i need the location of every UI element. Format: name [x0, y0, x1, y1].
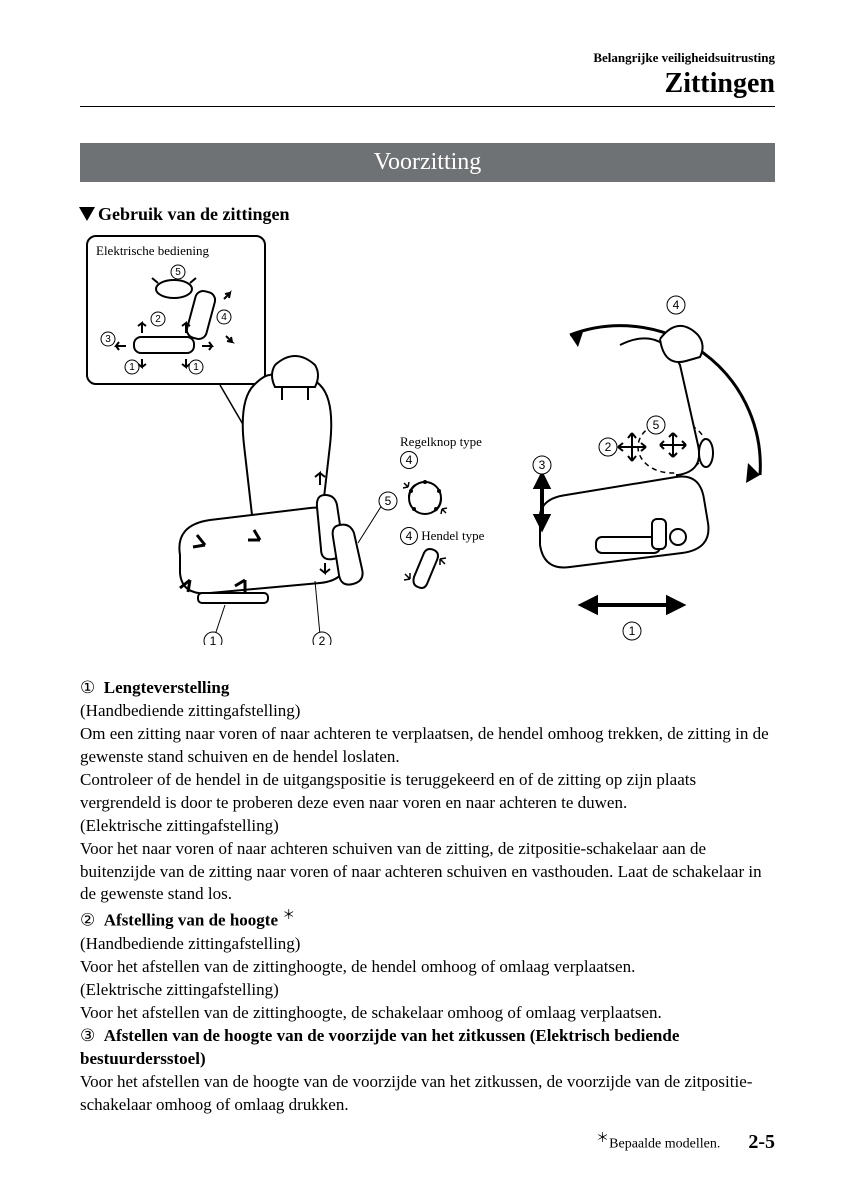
item2-p1: Voor het afstellen van de zittinghoogte,… — [80, 956, 775, 979]
item2-num: ② — [80, 911, 95, 930]
section-banner: Voorzitting — [80, 143, 775, 182]
item3-title: Afstellen van de hoogte van de voorzijde… — [80, 1026, 679, 1068]
item2-title: Afstelling van de hoogte — [104, 911, 278, 930]
svg-text:3: 3 — [539, 458, 546, 472]
footer-star: ＊ — [596, 1130, 609, 1145]
item2-p0: (Handbediende zittingafstelling) — [80, 933, 775, 956]
svg-text:2: 2 — [605, 440, 612, 454]
item1-p2: Controleer of de hendel in de uitgangspo… — [80, 769, 775, 815]
item3-p0: Voor het afstellen van de hoogte van de … — [80, 1071, 775, 1117]
item2-p3: Voor het afstellen van de zittinghoogte,… — [80, 1002, 775, 1025]
item1-p0: (Handbediende zittingafstelling) — [80, 700, 775, 723]
item2-star: ＊ — [282, 907, 295, 922]
footer-note-text: Bepaalde modellen. — [609, 1137, 720, 1152]
page-footer: ＊Bepaalde modellen. 2-5 — [596, 1127, 775, 1154]
header-rule — [80, 106, 775, 107]
svg-text:5: 5 — [653, 418, 660, 432]
svg-text:5: 5 — [385, 494, 392, 508]
knob-lever-callout: Regelknop type 4 4 Hendel type — [400, 435, 510, 599]
regelknop-icon — [400, 473, 450, 519]
callout-label: Elektrische bediening — [96, 243, 256, 259]
hendel-label: Hendel type — [421, 528, 484, 543]
hendel-icon — [400, 545, 450, 595]
svg-text:1: 1 — [210, 634, 217, 645]
manual-seat-diagram-icon: 1 2 5 — [120, 345, 420, 645]
item1-num: ① — [80, 678, 95, 697]
header-large-text: Zittingen — [80, 68, 775, 100]
header-small-text: Belangrijke veiligheidsuitrusting — [80, 50, 775, 66]
item2-p2: (Elektrische zittingafstelling) — [80, 979, 775, 1002]
figure-area: Elektrische bediening 3 1 — [80, 235, 775, 655]
regelknop-label: Regelknop type — [400, 434, 482, 449]
item3-num: ③ — [80, 1026, 95, 1045]
svg-text:1: 1 — [629, 624, 636, 638]
page-header: Belangrijke veiligheidsuitrusting Zittin… — [80, 50, 775, 100]
electric-seat-diagram-icon: 4 2 5 3 1 — [500, 275, 780, 645]
footer-note: ＊Bepaalde modellen. — [596, 1127, 720, 1153]
svg-text:5: 5 — [175, 267, 181, 278]
circled-4a: 4 — [400, 451, 418, 469]
svg-text:2: 2 — [319, 634, 326, 645]
circled-4b: 4 — [400, 527, 418, 545]
body-text: ① Lengteverstelling (Handbediende zittin… — [80, 677, 775, 1116]
svg-text:4: 4 — [673, 298, 680, 312]
page-number: 2-5 — [748, 1131, 775, 1154]
subheading: Gebruik van de zittingen — [80, 204, 775, 225]
item1-title: Lengteverstelling — [104, 678, 230, 697]
item1-p4: Voor het naar voren of naar achteren sch… — [80, 838, 775, 907]
item1-p1: Om een zitting naar voren of naar achter… — [80, 723, 775, 769]
subheading-text: Gebruik van de zittingen — [98, 204, 290, 224]
triangle-icon — [79, 207, 95, 221]
svg-text:4: 4 — [221, 312, 227, 323]
svg-text:3: 3 — [105, 334, 111, 345]
svg-text:2: 2 — [155, 314, 161, 325]
item1-p3: (Elektrische zittingafstelling) — [80, 815, 775, 838]
